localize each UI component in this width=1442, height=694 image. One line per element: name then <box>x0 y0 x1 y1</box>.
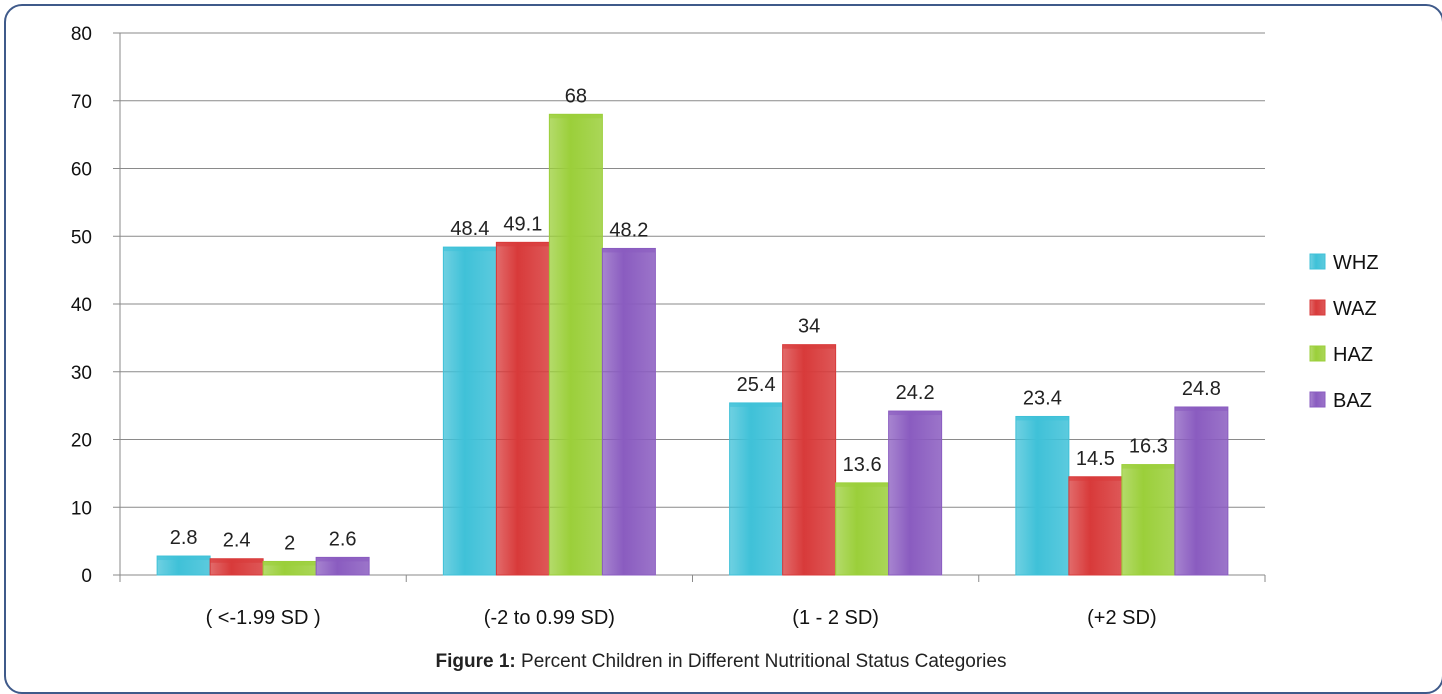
bar-top <box>729 402 783 407</box>
bar-top <box>210 558 264 563</box>
bar <box>1121 464 1176 576</box>
y-tick-label: 80 <box>71 24 92 45</box>
figure-caption: Figure 1: Percent Children in Different … <box>0 651 1442 673</box>
bar <box>1015 415 1070 576</box>
y-tick-label: 0 <box>81 566 92 587</box>
x-category-label: (+2 SD) <box>1087 607 1156 629</box>
legend-label: WAZ <box>1333 298 1377 320</box>
data-label: 25.4 <box>737 374 776 396</box>
data-label: 2.4 <box>223 530 251 552</box>
bar-top <box>888 411 942 416</box>
data-label: 13.6 <box>843 454 882 476</box>
bar-top <box>549 114 603 119</box>
data-label: 2 <box>284 532 295 554</box>
x-category-label: (1 - 2 SD) <box>792 607 879 629</box>
data-label: 2.8 <box>170 527 198 549</box>
data-label: 48.2 <box>609 219 648 241</box>
bars <box>156 113 1229 576</box>
bar-top <box>602 248 656 253</box>
bar <box>548 113 603 576</box>
bar-top <box>316 557 370 562</box>
data-label: 24.2 <box>896 382 935 404</box>
data-label: 2.6 <box>329 528 357 550</box>
caption-label: Figure 1: <box>435 651 516 672</box>
x-category-label: ( <-1.99 SD ) <box>206 607 321 629</box>
data-label: 23.4 <box>1023 387 1062 409</box>
data-label: 49.1 <box>503 213 542 235</box>
y-tick-label: 50 <box>71 227 92 248</box>
bar <box>729 402 784 576</box>
bar-top <box>263 561 317 566</box>
bar-top <box>1121 464 1175 469</box>
bar-top <box>1068 476 1122 481</box>
legend-swatch <box>1309 299 1326 316</box>
y-tick-label: 30 <box>71 363 92 384</box>
legend-swatch <box>1309 391 1326 408</box>
bar <box>1174 406 1229 576</box>
data-label: 48.4 <box>450 218 489 240</box>
bar <box>835 482 890 576</box>
bar-top <box>157 556 211 561</box>
bar <box>888 410 943 576</box>
data-labels: 2.8 2.4 2 2.6 48.4 49.1 68 48.2 25.4 34 13.6 24.2 23… <box>170 85 1221 554</box>
data-label: 14.5 <box>1076 448 1115 470</box>
legend: WHZ WAZ HAZ BAZ <box>1309 252 1379 412</box>
legend-swatch <box>1309 345 1326 362</box>
legend-label: WHZ <box>1333 252 1379 274</box>
bar-top <box>443 247 497 252</box>
legend-label: BAZ <box>1333 390 1372 412</box>
bar <box>1068 476 1123 576</box>
bar-top <box>835 482 889 487</box>
gridlines <box>120 32 1265 508</box>
y-tick-label: 40 <box>71 295 92 316</box>
bar-top <box>1015 416 1069 421</box>
bar-chart: 0 10 20 30 40 50 60 70 80 ( <-1.99 SD ) (-2 to 0.9… <box>71 24 1379 629</box>
bar-top <box>496 242 550 247</box>
x-category-label: (-2 to 0.99 SD) <box>484 607 615 629</box>
legend-label: HAZ <box>1333 344 1373 366</box>
data-label: 34 <box>798 316 820 338</box>
bar-top <box>782 344 836 349</box>
bar <box>782 344 837 576</box>
caption-text: Percent Children in Different Nutritiona… <box>515 651 1007 672</box>
y-tick-label: 60 <box>71 160 92 181</box>
bar <box>442 246 497 576</box>
y-tick-label: 10 <box>71 498 92 519</box>
bar-top <box>1174 406 1228 411</box>
y-tick-label: 20 <box>71 431 92 452</box>
bar <box>495 241 550 576</box>
data-label: 16.3 <box>1129 436 1168 458</box>
data-label: 24.8 <box>1182 378 1221 400</box>
bar <box>601 247 656 576</box>
data-label: 68 <box>565 85 587 107</box>
legend-swatch <box>1309 253 1326 270</box>
y-tick-label: 70 <box>71 92 92 113</box>
